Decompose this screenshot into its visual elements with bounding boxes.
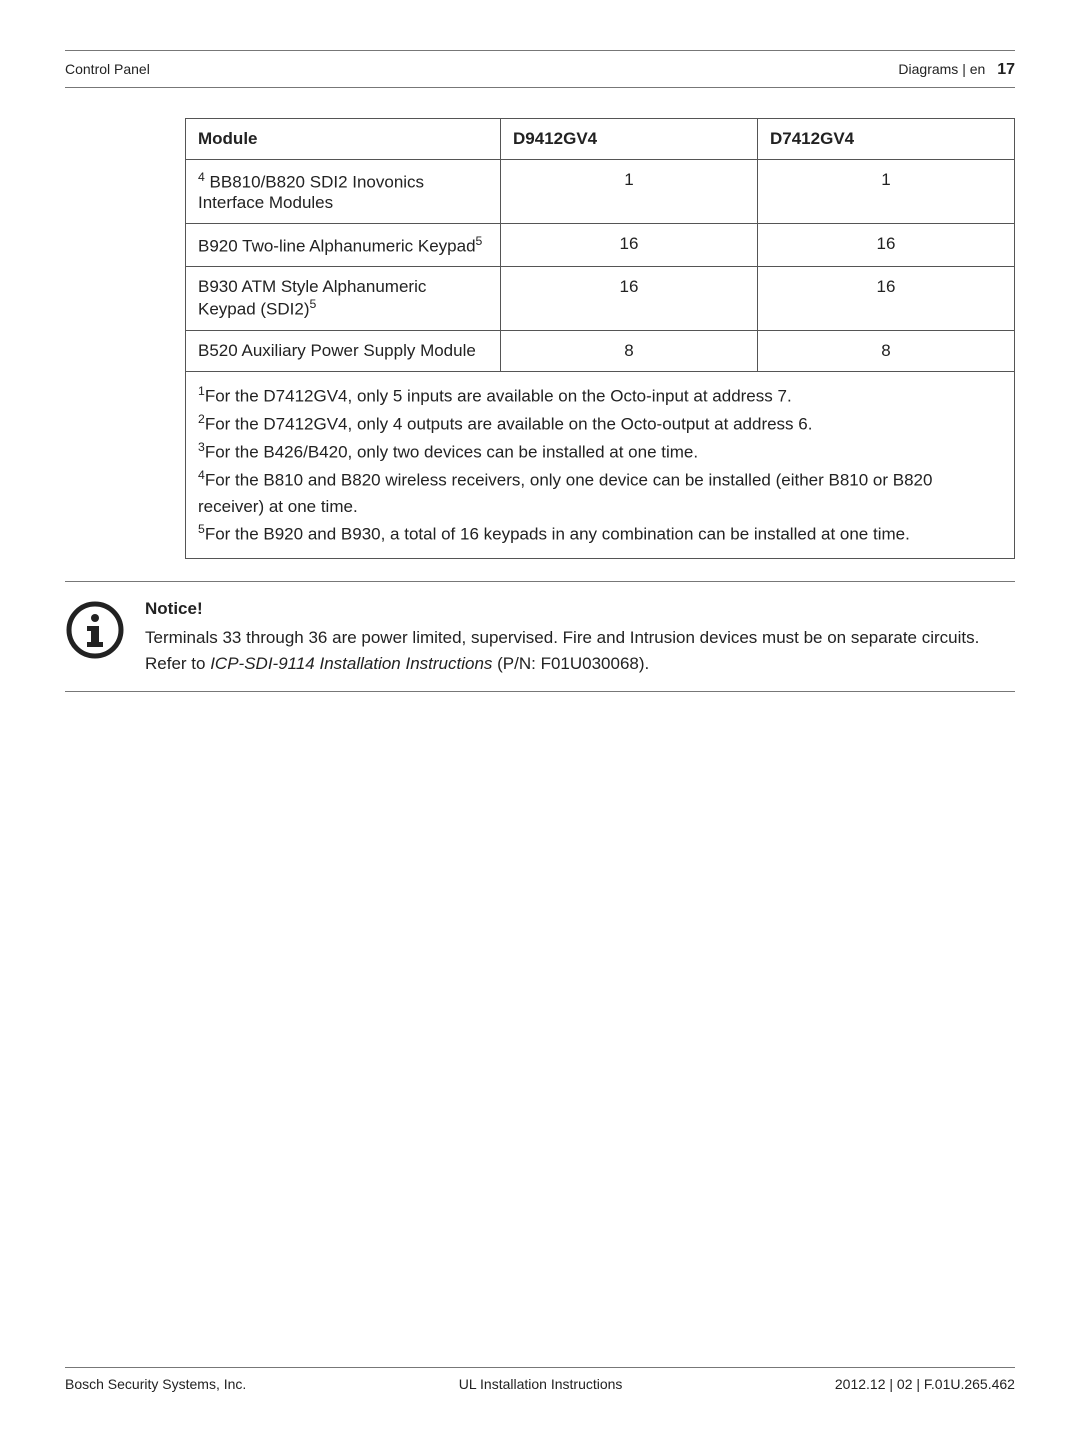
col-header-module: Module bbox=[186, 119, 501, 160]
sup: 2 bbox=[198, 412, 205, 426]
footnote-line: 3For the B426/B420, only two devices can… bbox=[198, 438, 1002, 466]
module-text: BB810/B820 SDI2 Inovonics Interface Modu… bbox=[198, 173, 424, 212]
notice-post: (P/N: F01U030068). bbox=[492, 654, 649, 673]
notice-text: Notice! Terminals 33 through 36 are powe… bbox=[145, 596, 1015, 677]
col-header-d9412: D9412GV4 bbox=[501, 119, 758, 160]
table-row: B930 ATM Style Alphanumeric Keypad (SDI2… bbox=[186, 267, 1015, 331]
value-cell: 16 bbox=[758, 223, 1015, 267]
page-number: 17 bbox=[997, 61, 1015, 78]
notice-block: Notice! Terminals 33 through 36 are powe… bbox=[65, 581, 1015, 692]
table-row: B520 Auxiliary Power Supply Module 8 8 bbox=[186, 330, 1015, 371]
footnote-line: 4For the B810 and B820 wireless receiver… bbox=[198, 466, 1002, 520]
footnote-text: For the B920 and B930, a total of 16 key… bbox=[205, 525, 910, 544]
footnote-text: For the B810 and B820 wireless receivers… bbox=[198, 471, 932, 516]
page-footer: Bosch Security Systems, Inc. UL Installa… bbox=[65, 1367, 1015, 1392]
table-header-row: Module D9412GV4 D7412GV4 bbox=[186, 119, 1015, 160]
value-cell: 16 bbox=[501, 267, 758, 331]
sup: 4 bbox=[198, 468, 205, 482]
footnotes-cell: 1For the D7412GV4, only 5 inputs are ava… bbox=[186, 371, 1015, 558]
page: Control Panel Diagrams | en 17 Module D9… bbox=[0, 0, 1080, 1440]
footnote-line: 5For the B920 and B930, a total of 16 ke… bbox=[198, 520, 1002, 548]
module-cell: 4 BB810/B820 SDI2 Inovonics Interface Mo… bbox=[186, 160, 501, 224]
table-row: 4 BB810/B820 SDI2 Inovonics Interface Mo… bbox=[186, 160, 1015, 224]
header-right: Diagrams | en 17 bbox=[898, 61, 1015, 79]
value-cell: 1 bbox=[501, 160, 758, 224]
footnote-line: 1For the D7412GV4, only 5 inputs are ava… bbox=[198, 382, 1002, 410]
col-header-d7412: D7412GV4 bbox=[758, 119, 1015, 160]
value-cell: 16 bbox=[758, 267, 1015, 331]
notice-body: Terminals 33 through 36 are power limite… bbox=[145, 625, 1015, 678]
sup: 5 bbox=[476, 234, 483, 248]
header-left: Control Panel bbox=[65, 61, 150, 77]
footnote-line: 2For the D7412GV4, only 4 outputs are av… bbox=[198, 410, 1002, 438]
content-area: Module D9412GV4 D7412GV4 4 BB810/B820 SD… bbox=[185, 118, 1015, 559]
module-cell: B920 Two-line Alphanumeric Keypad5 bbox=[186, 223, 501, 267]
sup: 3 bbox=[198, 440, 205, 454]
value-cell: 8 bbox=[758, 330, 1015, 371]
info-icon bbox=[65, 596, 145, 660]
sup: 4 bbox=[198, 170, 205, 184]
sup: 1 bbox=[198, 384, 205, 398]
footnote-text: For the D7412GV4, only 4 outputs are ava… bbox=[205, 415, 813, 434]
modules-table: Module D9412GV4 D7412GV4 4 BB810/B820 SD… bbox=[185, 118, 1015, 559]
value-cell: 8 bbox=[501, 330, 758, 371]
top-rule bbox=[65, 50, 1015, 51]
table-footnotes-row: 1For the D7412GV4, only 5 inputs are ava… bbox=[186, 371, 1015, 558]
footer-center: UL Installation Instructions bbox=[459, 1376, 623, 1392]
module-cell: B930 ATM Style Alphanumeric Keypad (SDI2… bbox=[186, 267, 501, 331]
notice-italic: ICP-SDI-9114 Installation Instructions bbox=[210, 654, 492, 673]
sup: 5 bbox=[198, 522, 205, 536]
header-right-text: Diagrams | en bbox=[898, 61, 985, 77]
module-cell: B520 Auxiliary Power Supply Module bbox=[186, 330, 501, 371]
value-cell: 1 bbox=[758, 160, 1015, 224]
sup: 5 bbox=[310, 297, 317, 311]
table-row: B920 Two-line Alphanumeric Keypad5 16 16 bbox=[186, 223, 1015, 267]
module-text: B920 Two-line Alphanumeric Keypad bbox=[198, 236, 476, 255]
footnote-text: For the B426/B420, only two devices can … bbox=[205, 443, 698, 462]
page-header: Control Panel Diagrams | en 17 bbox=[65, 61, 1015, 88]
footnote-text: For the D7412GV4, only 5 inputs are avai… bbox=[205, 387, 792, 406]
footer-right: 2012.12 | 02 | F.01U.265.462 bbox=[835, 1376, 1015, 1392]
footer-left: Bosch Security Systems, Inc. bbox=[65, 1376, 246, 1392]
value-cell: 16 bbox=[501, 223, 758, 267]
notice-heading: Notice! bbox=[145, 596, 1015, 622]
